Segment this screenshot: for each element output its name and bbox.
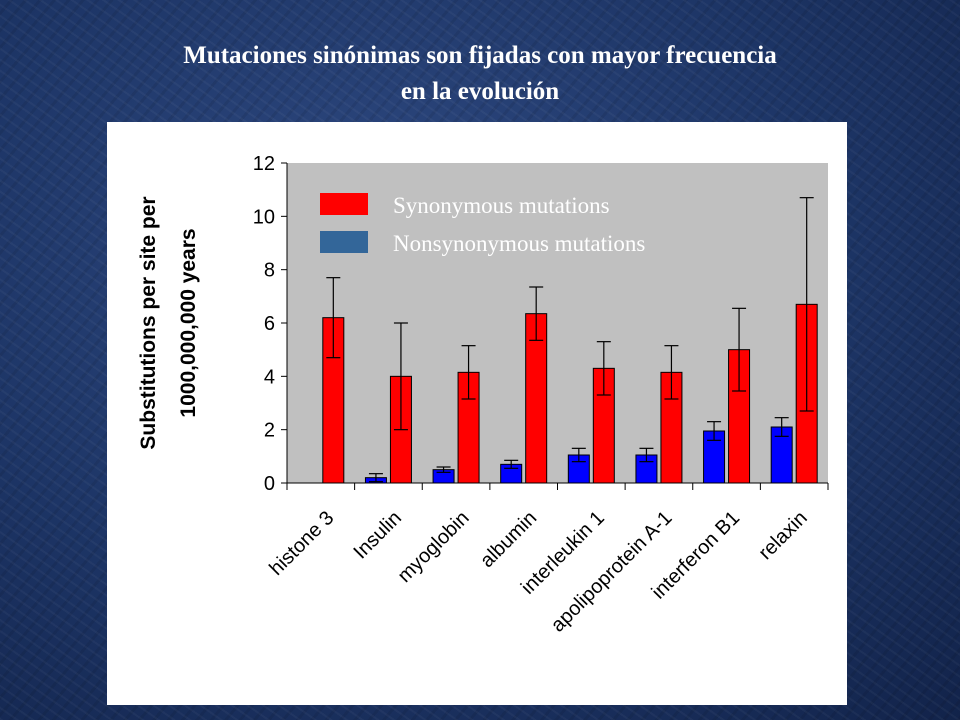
x-category-label: Insulin: [350, 507, 406, 563]
y-tick-label: 6: [264, 313, 275, 335]
x-category-label: apolipoprotein A-1: [547, 507, 677, 637]
x-category-label: myoglobin: [394, 507, 474, 587]
slide-title: Mutaciones sinónimas son fijadas con may…: [0, 38, 960, 110]
x-category-label: relaxin: [755, 507, 812, 564]
x-category-label: histone 3: [265, 507, 338, 580]
legend-swatch: [320, 193, 368, 215]
y-tick-label: 0: [264, 473, 275, 495]
bar-chart: 0 2 4 6 8 10 12 Substitutions per site per 1000,…: [137, 153, 829, 637]
slide-title-line-1: Mutaciones sinónimas son fijadas con may…: [183, 42, 777, 69]
x-category-label: albumin: [476, 507, 541, 572]
y-tick-label: 4: [264, 366, 275, 388]
y-axis-label-line-1: Substitutions per site per: [137, 196, 160, 449]
legend-label: Nonsynonymous mutations: [393, 231, 645, 256]
slide-title-line-2: en la evolución: [400, 78, 560, 105]
y-axis-label-line-2: 1000,000,000 years: [177, 228, 200, 417]
y-tick-label: 12: [253, 153, 275, 175]
y-tick-label: 8: [264, 260, 275, 282]
legend-label: Synonymous mutations: [393, 193, 610, 218]
y-tick-label: 2: [264, 420, 275, 442]
chart-panel: 0 2 4 6 8 10 12 Substitutions per site per 1000,…: [107, 122, 847, 705]
y-tick-label: 10: [253, 206, 275, 228]
legend-swatch: [320, 231, 368, 253]
